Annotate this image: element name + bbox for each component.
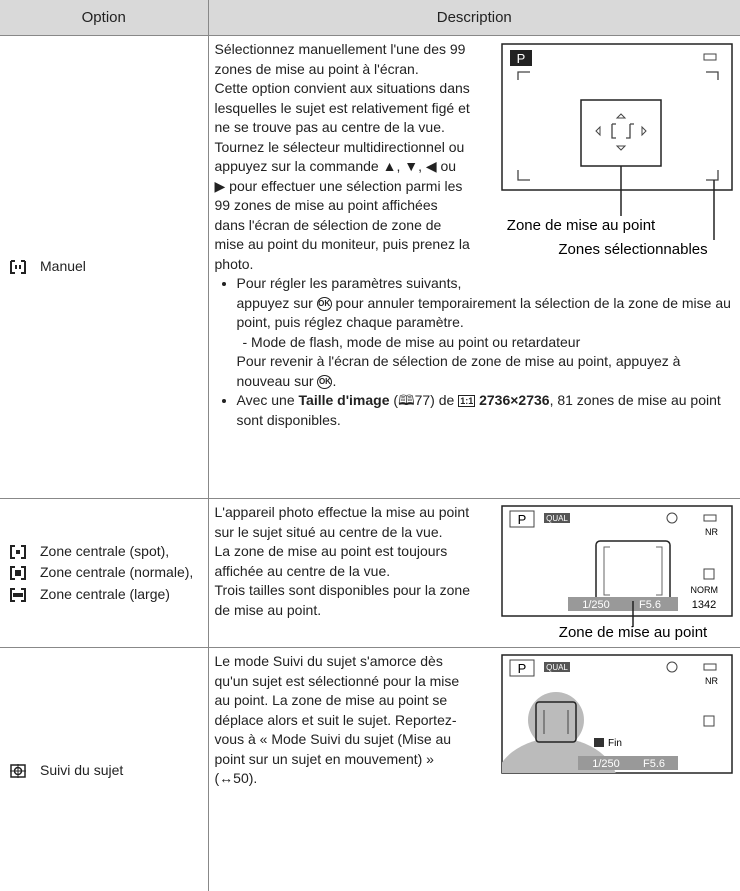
icon <box>10 566 26 581</box>
icon <box>10 587 26 602</box>
bold-text: Taille d'image <box>298 392 390 408</box>
option-cell: Manuel <box>0 35 209 499</box>
sub-item: Pour revenir à l'écran de sélection de z… <box>237 352 735 391</box>
row: Zone centrale (spot), Zone centrale (nor… <box>0 498 740 648</box>
bullet: Pour régler les paramètres suivants, app… <box>237 274 735 391</box>
screen-figure: P QUAL NR Fin 1/250 F5.6 <box>501 654 733 774</box>
screen-label: QUAL <box>546 514 568 523</box>
header-cell: Option <box>0 0 209 36</box>
option-label: Manuel <box>40 258 86 275</box>
screen-label: F5.6 <box>643 758 665 770</box>
bullet: Avec une Taille d'image (🕮77) de 1:1 273… <box>237 391 735 431</box>
paragraph: Sélectionnez manuellement l'une des 99 z… <box>214 41 466 77</box>
description-cell: P Zone de mise au point Zones sélectionn… <box>207 35 740 499</box>
icon <box>10 544 26 559</box>
text: pour annuler temporairement la sélection… <box>236 294 731 331</box>
header-cell: Description <box>207 0 740 36</box>
option-label: Suivi du sujet <box>40 761 124 778</box>
option-label: Zone centrale (normale), <box>40 564 194 581</box>
screen-label: Fin <box>608 738 622 749</box>
book-icon: 🕮 <box>398 392 415 408</box>
option-label: Zone centrale (spot), <box>40 542 170 559</box>
screen-label: NR <box>705 676 718 686</box>
paragraph: Le mode Suivi du sujet s'amorce dès qu'u… <box>215 652 735 789</box>
screen-label: NR <box>705 527 718 537</box>
paragraph: Tournez le sélecteur multidirectionnel o… <box>214 138 470 272</box>
page-ref: 50 <box>233 770 249 786</box>
description-cell: P QUAL NR Fin 1/250 F5.6 Le mode Suivi d… <box>207 647 740 891</box>
text: , 81 zones de mise au point sont disponi… <box>236 392 721 429</box>
header-row: Option Description <box>0 0 740 36</box>
description-cell: P QUAL NR NORM 1/250 F5.6 1342 Zone de m… <box>207 498 740 648</box>
screen-label: 1342 <box>692 599 716 611</box>
paragraph: La zone de mise au point est toujours af… <box>214 543 448 579</box>
text: ( <box>389 392 399 408</box>
option-cell: Suivi du sujet <box>0 647 209 891</box>
paragraph: Trois tailles sont disponibles pour la z… <box>214 582 471 618</box>
text: Le mode Suivi du sujet s'amorce dès qu'u… <box>214 653 460 786</box>
screen-label: 1/250 <box>592 758 620 770</box>
page-ref: 77 <box>414 392 431 408</box>
screen-label: P <box>518 661 527 676</box>
caption: Zones sélectionnables <box>558 241 707 258</box>
text: ). <box>248 770 258 786</box>
screen-label: F5.6 <box>639 599 661 611</box>
row: Manuel P Zone de mise au point Zones sél… <box>0 35 740 499</box>
link-icon: ↔ <box>219 770 234 786</box>
bullet-list: Pour régler les paramètres suivants, app… <box>215 274 735 431</box>
paragraph: L'appareil photo effectue la mise au poi… <box>214 504 470 540</box>
sub-item: - Mode de flash, mode de mise au point o… <box>242 333 581 350</box>
text: ) de <box>430 392 459 408</box>
ratio-icon: 1:1 <box>458 394 476 407</box>
bold-text: 2736×2736 <box>479 392 550 408</box>
screen-label: QUAL <box>546 663 568 672</box>
icon <box>10 763 26 778</box>
option-cell: Zone centrale (spot), Zone centrale (nor… <box>0 498 209 648</box>
screen-figure: P QUAL NR NORM 1/250 F5.6 1342 Zone de m… <box>501 505 733 641</box>
screen-label: P <box>517 51 526 66</box>
text: Avec une <box>236 392 299 408</box>
row: Suivi du sujet P QUAL NR Fin 1/250 F5.6 … <box>0 647 740 891</box>
caption: Zone de mise au point <box>507 217 656 234</box>
caption: Zone de mise au point <box>559 624 708 641</box>
screen-label: 1/250 <box>582 599 610 611</box>
text: Pour revenir à l'écran de sélection de z… <box>236 353 681 389</box>
ok-icon: OK <box>316 296 332 311</box>
ok-icon: OK <box>317 374 333 389</box>
icon <box>10 260 26 275</box>
text: . <box>332 372 337 389</box>
option-label: Zone centrale (large) <box>40 585 170 602</box>
screen-label: NORM <box>691 585 719 595</box>
text: Pour régler les paramètres suivants, app… <box>236 275 462 311</box>
screen-figure: P Zone de mise au point Zones sélectionn… <box>501 43 733 258</box>
paragraph: Cette option convient aux situations dan… <box>214 80 470 135</box>
screen-label: P <box>518 512 527 527</box>
